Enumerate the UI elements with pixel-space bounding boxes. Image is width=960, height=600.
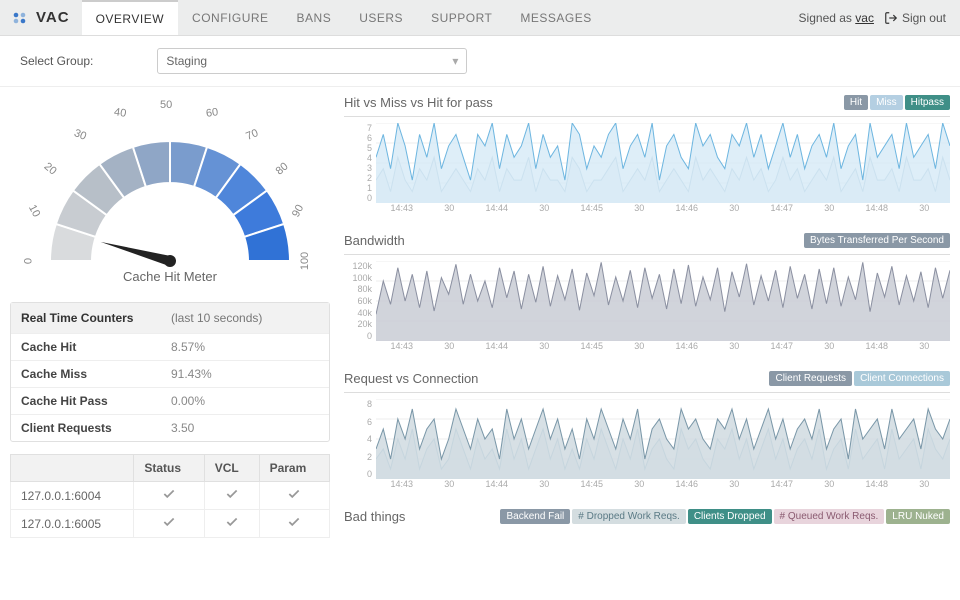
chart-hit-miss: Hit vs Miss vs Hit for pass HitMissHitpa… — [344, 93, 950, 217]
counter-row: Client Requests3.50 — [11, 414, 329, 441]
legend-badge: Client Connections — [854, 371, 950, 386]
nav-support[interactable]: SUPPORT — [417, 0, 506, 35]
host-status-table: StatusVCLParam 127.0.0.1:6004127.0.0.1:6… — [10, 454, 330, 538]
counter-row: Cache Miss91.43% — [11, 360, 329, 387]
legend-badge: # Dropped Work Reqs. — [572, 509, 686, 524]
counter-row: Cache Hit8.57% — [11, 333, 329, 360]
legend-badge: Miss — [870, 95, 903, 110]
realtime-counters: Real Time Counters (last 10 seconds) Cac… — [10, 302, 330, 442]
legend-badge: Clients Dropped — [688, 509, 772, 524]
legend-badge: Client Requests — [769, 371, 852, 386]
chart-bad-things: Bad things Backend Fail# Dropped Work Re… — [344, 507, 950, 530]
legend-badge: LRU Nuked — [886, 509, 950, 524]
chevron-down-icon: ▾ — [452, 54, 458, 68]
legend-badge: Backend Fail — [500, 509, 570, 524]
signout-icon — [884, 11, 898, 25]
group-label: Select Group: — [20, 54, 93, 68]
counters-subtitle: (last 10 seconds) — [171, 311, 262, 325]
bandwidth-badge: Bytes Transferred Per Second — [804, 233, 950, 248]
counter-row: Cache Hit Pass0.00% — [11, 387, 329, 414]
counters-title: Real Time Counters — [21, 311, 171, 325]
legend-badge: Hit — [844, 95, 868, 110]
legend-badge: Hitpass — [905, 95, 950, 110]
signout-button[interactable]: Sign out — [884, 11, 946, 25]
brand-logo: VAC — [0, 9, 82, 26]
legend-badge: # Queued Work Reqs. — [774, 509, 885, 524]
nav-users[interactable]: USERS — [345, 0, 417, 35]
signed-as-label: Signed as vac — [799, 11, 874, 25]
nav-messages[interactable]: MESSAGES — [506, 0, 605, 35]
brand-text: VAC — [36, 9, 70, 26]
nav-bans[interactable]: BANS — [283, 0, 346, 35]
cache-hit-gauge: 0102030405060708090100 — [10, 93, 330, 273]
chart-req-conn: Request vs Connection Client RequestsCli… — [344, 369, 950, 493]
nav-overview[interactable]: OVERVIEW — [82, 0, 178, 35]
main-nav: OVERVIEWCONFIGUREBANSUSERSSUPPORTMESSAGE… — [82, 0, 606, 35]
status-row: 127.0.0.1:6004 — [11, 482, 330, 510]
current-user-link[interactable]: vac — [855, 11, 874, 25]
status-row: 127.0.0.1:6005 — [11, 510, 330, 538]
nav-configure[interactable]: CONFIGURE — [178, 0, 283, 35]
chart-bandwidth: Bandwidth Bytes Transferred Per Second 1… — [344, 231, 950, 355]
group-select[interactable]: Staging ▾ — [157, 48, 467, 74]
